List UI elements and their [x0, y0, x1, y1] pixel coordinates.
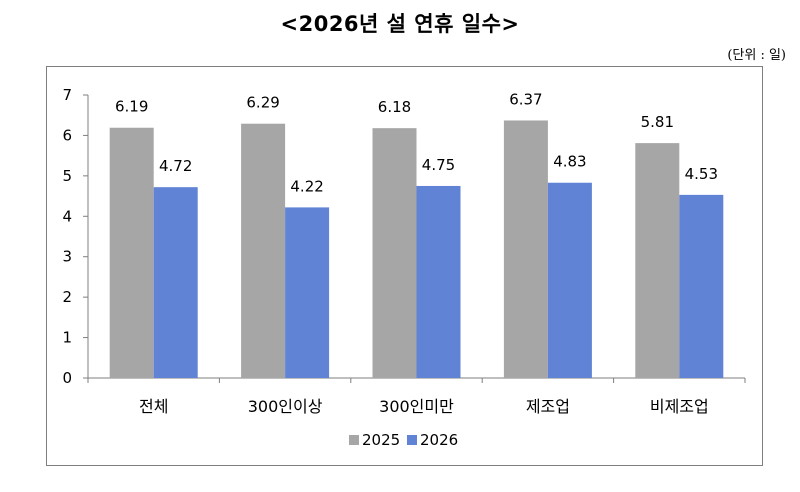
category-label: 300인이상	[248, 397, 323, 416]
y-tick-label: 0	[62, 369, 72, 387]
chart-frame	[46, 66, 763, 466]
category-label: 300인미만	[379, 397, 454, 416]
y-tick-label: 4	[62, 207, 72, 225]
bar-2025	[503, 120, 548, 378]
legend-swatch-2025	[349, 435, 359, 445]
legend-label-2026: 2026	[420, 431, 458, 449]
y-tick-label: 1	[62, 329, 72, 347]
data-label-2025: 6.29	[246, 94, 279, 112]
category-label: 비제조업	[650, 397, 709, 416]
unit-note: (단위 : 일)	[727, 48, 786, 63]
data-label-2026: 4.53	[685, 165, 718, 183]
bar-2025	[635, 143, 680, 378]
y-tick-label: 7	[62, 86, 72, 104]
bar-2025	[372, 128, 417, 378]
data-label-2026: 4.72	[159, 157, 192, 175]
bar-2025	[241, 123, 286, 378]
bar-2026	[416, 185, 461, 378]
y-tick-label: 2	[62, 288, 72, 306]
y-tick-label: 5	[62, 167, 72, 185]
data-label-2025: 6.19	[115, 98, 148, 116]
legend-label-2025: 2025	[362, 431, 400, 449]
data-label-2026: 4.22	[290, 177, 323, 195]
data-label-2025: 6.37	[509, 90, 542, 108]
data-label-2025: 6.18	[378, 98, 411, 116]
bar-2026	[285, 207, 330, 378]
data-label-2026: 4.75	[422, 156, 455, 174]
data-label-2025: 5.81	[641, 113, 674, 131]
y-tick-label: 6	[62, 126, 72, 144]
legend-swatch-2026	[407, 435, 417, 445]
bar-2025	[109, 127, 154, 378]
data-label-2026: 4.83	[553, 153, 586, 171]
bar-2026	[547, 182, 592, 378]
bar-2026	[153, 187, 198, 378]
category-label: 전체	[139, 397, 168, 416]
chart-title: <2026년 설 연휴 일수>	[280, 12, 520, 36]
bar-2026	[679, 194, 724, 378]
y-tick-label: 3	[62, 248, 72, 266]
category-label: 제조업	[526, 397, 570, 416]
